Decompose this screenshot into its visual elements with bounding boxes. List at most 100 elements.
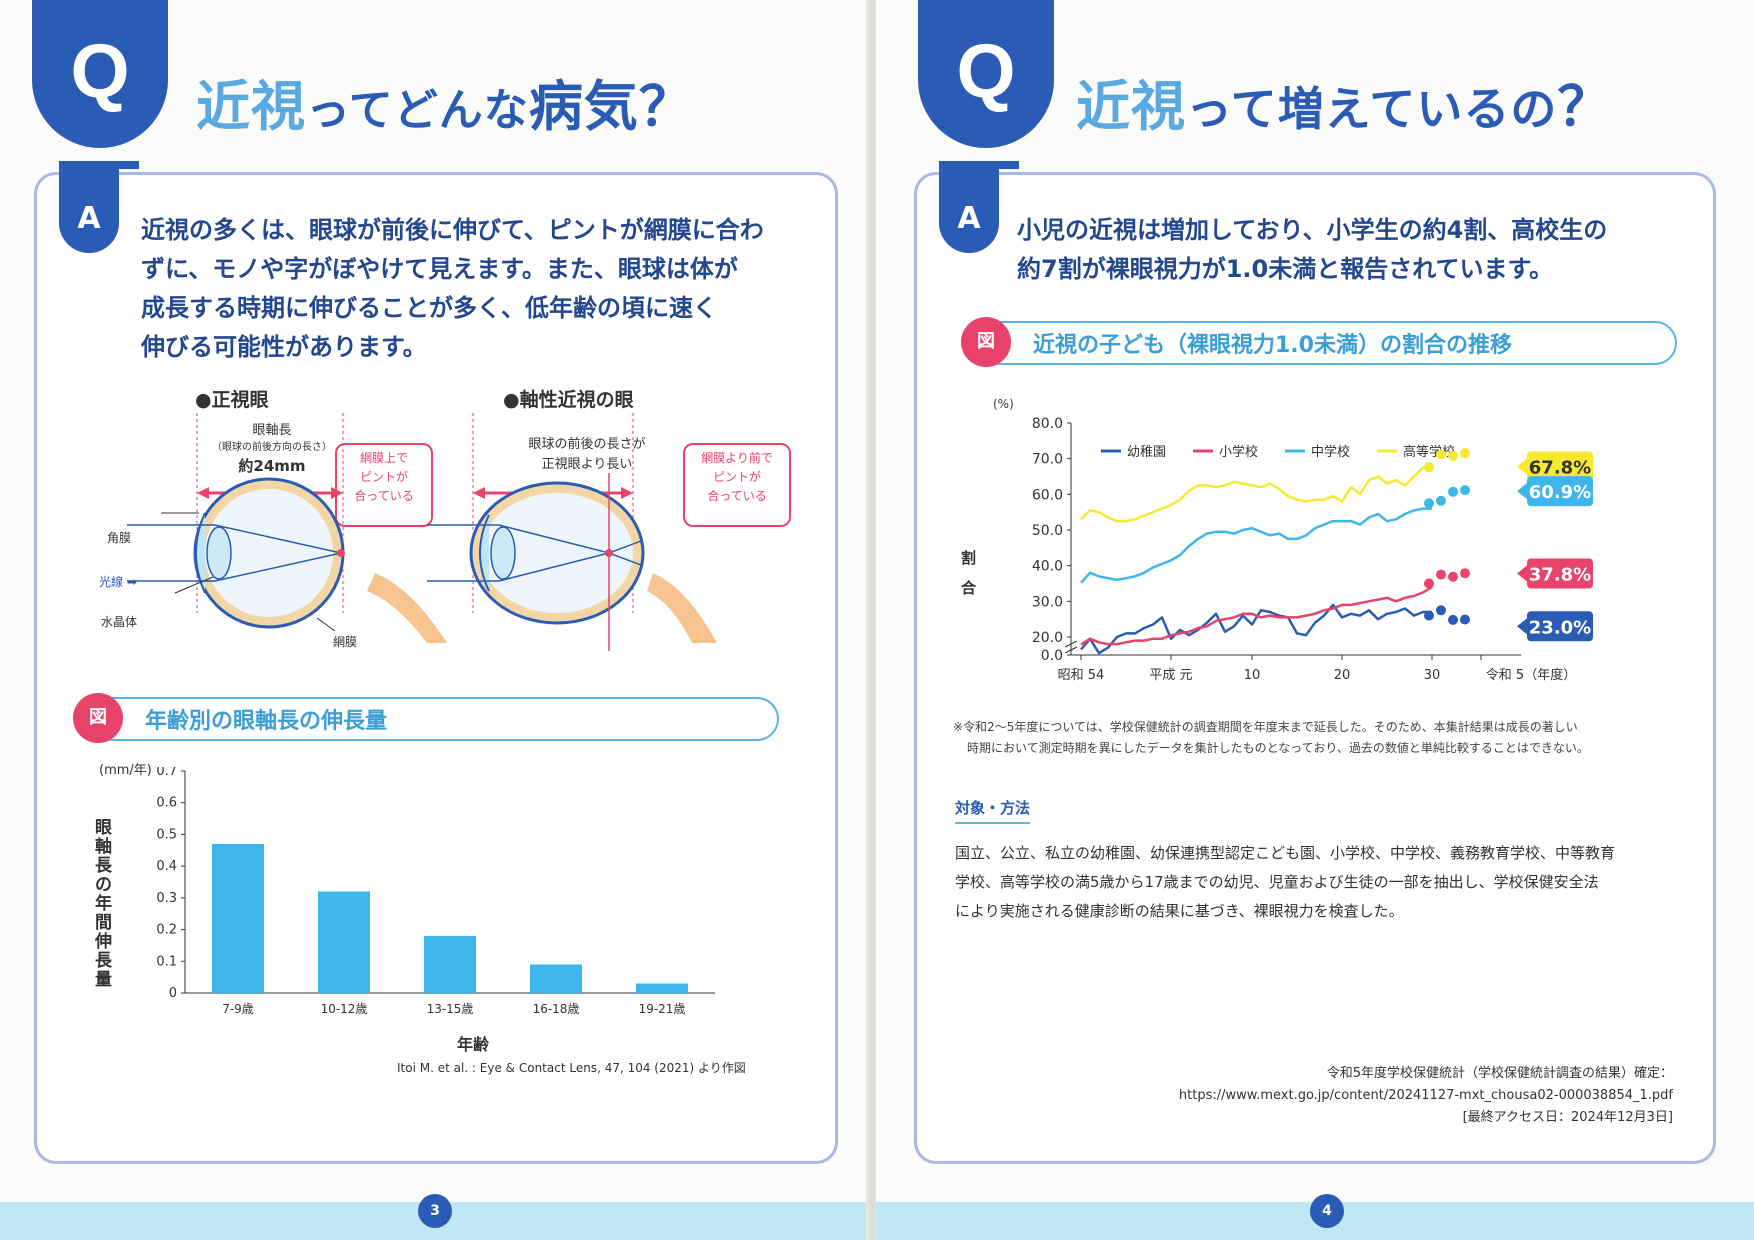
y-tick-label: 0.2 [156, 923, 177, 938]
eye-diagram [127, 413, 717, 651]
answer-line: 伸びる可能性があります。 [141, 333, 427, 361]
title-highlight-2: 病気 [528, 75, 639, 138]
title-question-mark: ？ [638, 75, 694, 138]
answer-tab: A [59, 161, 139, 253]
series-dot [1448, 450, 1458, 461]
answer-line: ずに、モノや字がぼやけて見えます。また、眼球は体が [141, 255, 738, 283]
answer-card: A 小児の近視は増加しており、小学生の約4割、高校生の 約7割が裸眼視力が1.0… [914, 161, 1716, 1164]
title-question-mark: ？ [1557, 75, 1613, 138]
axial-length-sub: （眼球の前後方向の長さ） [212, 442, 332, 453]
page-number: 3 [418, 1194, 452, 1228]
bar-chart-x-label: 年齢 [457, 1035, 490, 1054]
y-tick-label: 70.0 [1032, 452, 1063, 468]
series-line [1080, 586, 1433, 646]
figure-badge: 図 [73, 693, 123, 743]
focus-in-front-callout: 網膜より前で ピントが 合っている [683, 443, 791, 527]
method-line: 学校、高等学校の満5歳から17歳までの幼児、児童および生徒の一部を抽出し、学校保… [955, 873, 1599, 891]
series-dot [1460, 614, 1470, 625]
long-eye-label-1: 眼球の前後の長さが [528, 437, 646, 452]
page-title: 近視ってどんな病気？ [196, 62, 694, 141]
page-title: 近視って増えているの？ [1076, 62, 1612, 141]
question-tab: Q [918, 0, 1054, 148]
legend-label: 小学校 [1219, 444, 1258, 460]
series-dot [1436, 569, 1446, 580]
myopic-eye-heading: ●軸性近視の眼 [503, 389, 634, 411]
source-line: [最終アクセス日：2024年12月3日] [1462, 1110, 1673, 1125]
end-label-box [1527, 476, 1593, 507]
y-tick-label: 0.4 [156, 859, 177, 874]
series-dot [1448, 571, 1458, 582]
legend-label: 中学校 [1311, 444, 1350, 460]
bar-chart-y-label: 眼軸長の年間伸長量 [95, 818, 112, 990]
x-tick-label: 19-21歳 [639, 1002, 686, 1016]
end-label-box [1527, 558, 1593, 589]
axial-length-value: 約24mm [238, 457, 306, 475]
method-heading: 対象・方法 [955, 797, 1031, 824]
end-value-label: 37.8% [1517, 558, 1593, 589]
line-chart-y-label: 割合 [961, 549, 977, 597]
y-tick-label: 60.0 [1032, 487, 1063, 503]
x-tick-label: 16-18歳 [533, 1002, 580, 1016]
figure-title: 近視の子ども（裸眼視力1.0未満）の割合の推移 [1033, 333, 1512, 358]
series-dot [1448, 614, 1458, 625]
y-tick-label: 0.5 [156, 827, 177, 842]
title-highlight: 近視 [196, 75, 306, 138]
callout-line: 網膜上で [359, 451, 408, 465]
x-tick-label: 30 [1424, 668, 1441, 683]
series-dot [1448, 486, 1458, 497]
end-value-label: 23.0% [1517, 611, 1593, 642]
end-label-box [1527, 611, 1593, 642]
bar [530, 964, 582, 993]
line-chart: 0.0 20.0 30.0 40.0 50.0 60.0 70.0 80.0 昭和 54 平成 元… [1032, 416, 1593, 683]
lens-label: 水晶体 [101, 615, 138, 629]
x-tick-label: 令和 5（年度） [1486, 667, 1576, 683]
end-label-pointer [1517, 483, 1527, 500]
x-tick-label: 7-9歳 [222, 1002, 254, 1016]
end-value-label: 60.9% [1517, 476, 1593, 507]
right-page: Q 近視って増えているの？ A 小児の近視は増加しており、小学生の約4割、高校生… [876, 0, 1754, 1240]
q-letter: Q [956, 29, 1016, 114]
x-tick-label: 昭和 54 [1058, 668, 1105, 683]
series-line [1080, 507, 1432, 584]
line-chart-y-unit: (%) [993, 397, 1014, 411]
y-tick-label: 20.0 [1032, 630, 1063, 646]
page-number: 4 [1310, 1194, 1344, 1228]
answer-tab: A [939, 161, 1019, 253]
series-line [1080, 466, 1433, 523]
question-tab: Q [32, 0, 168, 148]
bar [318, 891, 370, 993]
end-label-text: 37.8% [1529, 565, 1591, 586]
answer-card: A 近視の多くは、眼球が前後に伸びて、ピントが網膜に合わ ずに、モノや字がぼやけ… [34, 161, 838, 1164]
a-letter: A [957, 201, 981, 236]
method-line: により実施される健康診断の結果に基づき、裸眼視力を検査した。 [955, 902, 1404, 920]
end-label-pointer [1517, 618, 1527, 635]
y-tick-label: 0.7 [156, 767, 177, 779]
legend-label: 高等学校 [1403, 444, 1455, 460]
callout-line: 合っている [707, 489, 767, 503]
light-ray-label: 光線 ➡ [99, 573, 137, 590]
bar [212, 843, 264, 993]
answer-text: 小児の近視は増加しており、小学生の約4割、高校生の 約7割が裸眼視力が1.0未満… [1017, 211, 1607, 289]
series-dot [1436, 449, 1446, 460]
series-dot [1424, 610, 1434, 621]
method-text: 国立、公立、私立の幼稚園、幼保連携型認定こども園、小学校、中学校、義務教育学校、… [955, 839, 1615, 926]
answer-text: 近視の多くは、眼球が前後に伸びて、ピントが網膜に合わ ずに、モノや字がぼやけて見… [141, 211, 764, 367]
end-label-pointer [1517, 458, 1527, 475]
retina-label: 網膜 [333, 635, 358, 649]
series-line [1080, 603, 1432, 655]
end-label-pointer [1517, 565, 1527, 582]
figure-title-bar: 図 年齢別の眼軸長の伸長量 [73, 693, 779, 743]
figure-title-bar: 図 近視の子ども（裸眼視力1.0未満）の割合の推移 [961, 317, 1677, 367]
bar-chart-y-unit: (mm/年) [99, 763, 152, 778]
note-line: ※令和2〜5年度については、学校保健統計の調査期間を年度末まで延長した。そのため… [953, 720, 1578, 734]
end-label-text: 60.9% [1529, 482, 1591, 503]
note-line: 時期において測定時期を異にしたデータを集計したものとなっており、過去の数値と単純… [967, 741, 1589, 755]
figure-title: 年齢別の眼軸長の伸長量 [145, 709, 388, 734]
focus-on-retina-callout: 網膜上で ピントが 合っている [335, 443, 433, 527]
series-dot [1460, 485, 1470, 496]
cornea-label: 角膜 [107, 531, 132, 545]
y-tick-label: 0 [169, 986, 177, 1001]
series-dot [1460, 568, 1470, 579]
legend-label: 幼稚園 [1127, 445, 1166, 460]
arrow-right-icon: ➡ [126, 575, 137, 589]
